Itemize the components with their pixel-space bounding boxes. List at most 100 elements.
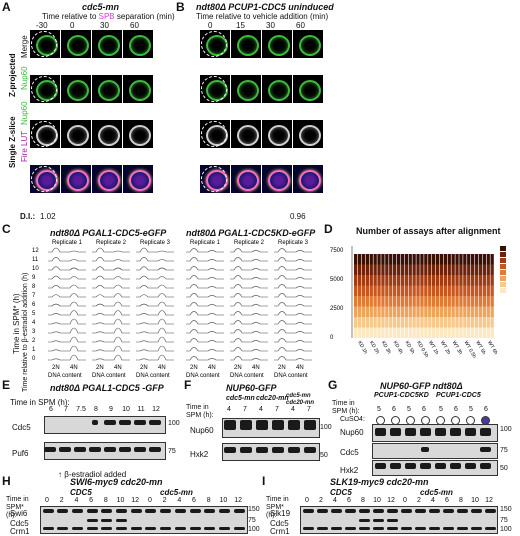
g2-lane-0: 5 bbox=[439, 406, 443, 413]
d-xlabel-1: KD 2h bbox=[368, 340, 380, 355]
d-bar-2-seg-3 bbox=[361, 296, 366, 307]
c-hist-0-0-5 bbox=[48, 293, 86, 298]
d-bar-11-seg-2 bbox=[396, 306, 401, 317]
d-bar-6-seg-7 bbox=[377, 254, 381, 265]
i-slk19-band-5 bbox=[372, 509, 384, 513]
d-bar-2-seg-0 bbox=[361, 327, 366, 338]
c-hist-1-0-3 bbox=[186, 275, 224, 280]
d-xlabel-2: KD 3h bbox=[380, 340, 392, 355]
c-hist-1-1-12 bbox=[230, 356, 268, 361]
d-bar-0-seg-1 bbox=[354, 317, 358, 328]
g-cdc5-band-3 bbox=[421, 447, 429, 452]
d-bar-0-seg-2 bbox=[354, 306, 358, 317]
gridA-cell-r1c1 bbox=[61, 75, 91, 103]
c-hist-0-1-11 bbox=[92, 345, 130, 352]
d-bar-15-seg-6 bbox=[412, 264, 416, 275]
i-lane-3: 6 bbox=[347, 497, 351, 504]
d-bar-24-seg-0 bbox=[447, 327, 451, 338]
h-swi6-band-7 bbox=[145, 509, 157, 513]
d-bar-30-seg-2 bbox=[471, 306, 475, 317]
h-crm1-band-8 bbox=[160, 527, 172, 530]
d-bar-13-seg-0 bbox=[404, 327, 408, 338]
h-crm1-band-0 bbox=[42, 527, 54, 530]
i-lane-8: 2 bbox=[417, 497, 421, 504]
h-swi6-band-9 bbox=[174, 509, 186, 513]
d-bar-34-seg-5 bbox=[486, 275, 490, 286]
d-bar-32-seg-5 bbox=[478, 275, 483, 286]
c-hist-0-2-5 bbox=[136, 293, 174, 298]
i-mw-100: 100 bbox=[500, 526, 512, 533]
d-bar-30-seg-4 bbox=[471, 285, 475, 296]
d-bar-9-seg-7 bbox=[389, 254, 393, 265]
c-ytick-0: 12 bbox=[32, 248, 39, 254]
gridB-nucleus-r1c2 bbox=[268, 80, 290, 101]
d-bar-8-seg-0 bbox=[385, 327, 389, 338]
a-row-nup60: Nup60 bbox=[20, 66, 29, 90]
c-hist-1-0-5 bbox=[186, 293, 224, 298]
d-bar-24-seg-6 bbox=[447, 264, 451, 275]
d-bar-24-seg-3 bbox=[447, 296, 451, 307]
d-bar-1-seg-7 bbox=[357, 254, 362, 265]
h-swi6-band-8 bbox=[160, 509, 172, 513]
d-bar-28-seg-2 bbox=[463, 306, 467, 317]
c-hist-0-0-7 bbox=[48, 310, 86, 316]
gridA-outline-r0c0 bbox=[31, 31, 57, 57]
d-bar-23-seg-7 bbox=[443, 254, 447, 265]
b-time-1: 15 bbox=[236, 21, 245, 30]
i-mw-75: 75 bbox=[500, 517, 508, 524]
c-hist-0-2-10 bbox=[136, 336, 174, 343]
d-bar-31-seg-0 bbox=[474, 327, 479, 338]
panel-d-title: Number of assays after alignment bbox=[356, 226, 501, 236]
d-bar-2-seg-4 bbox=[361, 285, 366, 296]
c-ylabel2: Time relative to β-estradiol addition (h… bbox=[22, 272, 29, 392]
g2-lane-1: 6 bbox=[454, 406, 458, 413]
c-hist-1-1-10 bbox=[230, 338, 268, 343]
d-bar-19-seg-4 bbox=[428, 285, 432, 296]
i-cdc5-band-6 bbox=[386, 519, 398, 522]
d-bar-19-seg-0 bbox=[428, 327, 432, 338]
a-di-value: 1.02 bbox=[40, 212, 56, 221]
d-legend-swatch-4 bbox=[500, 270, 506, 275]
e-puf6-band-3 bbox=[89, 447, 101, 452]
d-bar-21-seg-0 bbox=[435, 327, 440, 338]
c-ytick-1: 11 bbox=[32, 257, 39, 263]
d-bar-34-seg-7 bbox=[486, 254, 490, 265]
d-bar-18-seg-0 bbox=[424, 327, 428, 338]
i-crm1-band-2 bbox=[330, 527, 342, 530]
d-bar-32-seg-1 bbox=[478, 317, 483, 328]
h-swi6-band-13 bbox=[233, 509, 245, 513]
d-bar-34-seg-0 bbox=[486, 327, 490, 338]
gridB-cell-r3c0 bbox=[200, 165, 230, 193]
c-xtick-2n-0-2: 2N bbox=[140, 365, 148, 371]
h-lane-5: 10 bbox=[116, 497, 125, 504]
g1-lane-2: 5 bbox=[407, 406, 411, 413]
b-di-value: 0.96 bbox=[290, 212, 306, 221]
panel-i-letter: I bbox=[262, 474, 266, 488]
i-lane-9: 4 bbox=[431, 497, 435, 504]
h-crm1-band-12 bbox=[218, 527, 230, 530]
d-xlabel-4: KD 5h bbox=[403, 340, 415, 355]
d-bar-5-seg-0 bbox=[373, 327, 377, 338]
h-crm1-band-9 bbox=[174, 527, 186, 530]
c-ytick-2: 10 bbox=[32, 266, 39, 272]
d-bar-29-seg-7 bbox=[467, 254, 471, 265]
d-bar-29-seg-2 bbox=[467, 306, 471, 317]
c-hist-0-0-9 bbox=[48, 327, 86, 334]
c-hist-0-1-5 bbox=[92, 293, 130, 298]
i-cdc5-band-4 bbox=[358, 519, 370, 522]
gridA-nucleus-r0c2 bbox=[98, 35, 120, 56]
g-nup60-band-2 bbox=[404, 428, 416, 436]
d-bar-1-seg-3 bbox=[357, 296, 362, 307]
d-bar-7-seg-5 bbox=[381, 275, 385, 286]
c-rep-label-1-1: Replicate 2 bbox=[234, 240, 265, 246]
d-bar-14-seg-4 bbox=[408, 285, 412, 296]
h-lane-11: 8 bbox=[206, 497, 211, 504]
d-bar-26-seg-1 bbox=[455, 317, 459, 328]
d-bar-10-seg-0 bbox=[393, 327, 397, 338]
g-row-cdc5: Cdc5 bbox=[340, 448, 359, 457]
c-xtick-2n-1-2: 2N bbox=[278, 365, 286, 371]
d-bar-31-seg-6 bbox=[474, 264, 479, 275]
gridA-nucleus-r0c3 bbox=[129, 35, 151, 56]
panel-c-letter: C bbox=[2, 222, 11, 236]
d-xlabel-7: WT 2h bbox=[439, 340, 452, 356]
